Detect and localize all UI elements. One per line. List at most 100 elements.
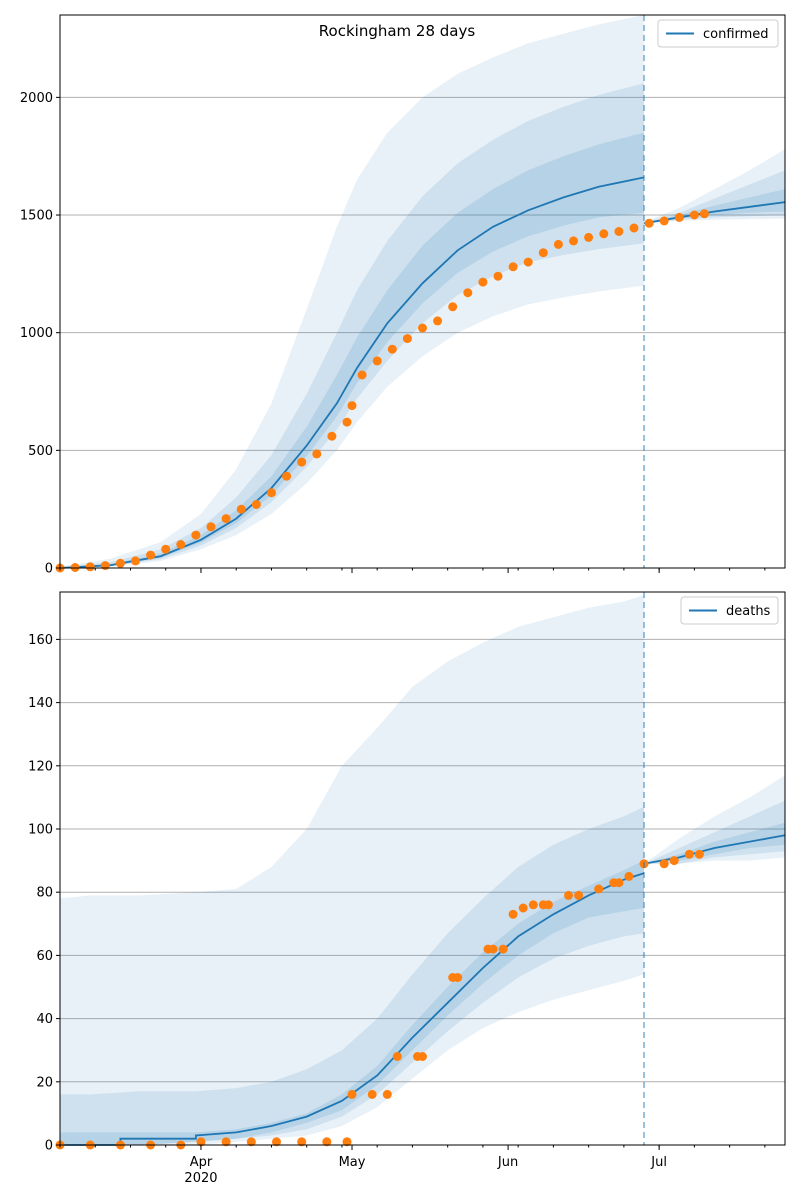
observed-point xyxy=(392,1052,402,1061)
observed-point xyxy=(518,903,528,913)
observed-point xyxy=(453,973,463,982)
y-tick-label: 2000 xyxy=(20,91,53,106)
x-tick-label: Jun xyxy=(497,1155,518,1170)
observed-point xyxy=(433,316,443,326)
uncertainty-band-inner xyxy=(60,132,644,568)
confirmed-legend-label: confirmed xyxy=(703,27,769,42)
deaths-gridlines xyxy=(60,638,785,1083)
observed-point xyxy=(594,884,604,894)
observed-point xyxy=(246,1137,256,1147)
chart-title: Rockingham 28 days xyxy=(319,22,476,40)
observed-point xyxy=(312,449,322,459)
observed-point xyxy=(342,1137,352,1147)
y-tick-label: 140 xyxy=(28,696,53,711)
deaths-legend-box xyxy=(680,596,779,625)
observed-point xyxy=(694,849,704,859)
observed-point xyxy=(347,1089,357,1099)
observed-point xyxy=(684,849,694,859)
confirmed-legend-box xyxy=(657,19,779,48)
y-tick-label: 100 xyxy=(28,823,53,838)
observed-point xyxy=(402,334,412,344)
observed-point xyxy=(543,900,553,910)
observed-point xyxy=(387,344,397,354)
observed-point xyxy=(372,356,382,366)
forecast-band-middle xyxy=(644,170,785,224)
forecast-median-line xyxy=(643,834,786,865)
observed-point xyxy=(674,212,684,222)
confirmed-panel: 0 500 1000 1500 2000 Rockingham 28 days conf… xyxy=(20,14,786,577)
observed-point xyxy=(191,530,201,540)
observed-point xyxy=(463,288,473,298)
observed-point xyxy=(553,239,563,249)
y-tick-label: 0 xyxy=(45,562,53,577)
observed-point xyxy=(659,216,669,226)
y-tick-label: 500 xyxy=(28,444,53,459)
observed-point xyxy=(448,302,458,312)
observed-point xyxy=(488,944,498,954)
observed-point xyxy=(131,556,140,566)
deaths-uncertainty-bands xyxy=(60,595,785,1145)
observed-point xyxy=(297,1137,307,1147)
observed-point xyxy=(508,909,518,919)
observed-point xyxy=(267,488,276,498)
y-tick-label: 120 xyxy=(28,759,53,774)
observed-point xyxy=(251,500,261,509)
confirmed-y-ticks: 0 500 1000 1500 2000 xyxy=(20,91,60,577)
forecast-band-outer xyxy=(644,149,785,224)
y-tick-label: 60 xyxy=(36,949,53,964)
deaths-model-lines xyxy=(60,834,786,1146)
observed-point xyxy=(538,248,548,258)
uncertainty-band-middle xyxy=(60,83,644,568)
deaths-legend: deaths xyxy=(680,596,779,625)
observed-point xyxy=(196,1137,206,1147)
confirmed-gridlines xyxy=(60,96,785,451)
confirmed-axes-frame xyxy=(59,14,786,569)
y-tick-label: 0 xyxy=(45,1139,53,1154)
observed-point xyxy=(176,540,186,549)
observed-point xyxy=(493,271,503,281)
x-tick-label: May xyxy=(339,1155,366,1170)
observed-point xyxy=(297,457,307,467)
observed-point xyxy=(644,218,654,228)
observed-point xyxy=(342,417,352,427)
observed-point xyxy=(418,323,427,333)
observed-point xyxy=(523,257,533,267)
observed-point xyxy=(659,859,669,869)
x-tick-label: Jul xyxy=(650,1155,667,1170)
forecast-band-inner xyxy=(644,189,785,224)
y-tick-label: 1500 xyxy=(20,209,53,224)
observed-point xyxy=(508,262,518,272)
observed-point xyxy=(367,1089,377,1099)
observed-point xyxy=(272,1137,281,1147)
observed-point xyxy=(629,223,639,233)
observed-point xyxy=(347,401,357,411)
observed-point xyxy=(528,900,538,910)
observed-point xyxy=(85,562,95,572)
y-tick-label: 1000 xyxy=(20,326,53,341)
observed-point xyxy=(584,232,594,242)
observed-point xyxy=(669,856,679,866)
observed-point xyxy=(478,277,488,287)
observed-point xyxy=(614,878,624,888)
observed-point xyxy=(327,431,337,441)
observed-point xyxy=(569,236,578,246)
observed-point xyxy=(357,370,367,380)
observed-point xyxy=(564,890,573,900)
observed-point xyxy=(146,550,156,560)
y-tick-label: 160 xyxy=(28,633,53,648)
forecast-band-inner xyxy=(644,822,785,864)
confirmed-legend: confirmed xyxy=(657,19,779,48)
observed-point xyxy=(382,1089,392,1099)
x-tick-label: Apr xyxy=(190,1155,213,1170)
model-median-line xyxy=(59,176,645,569)
uncertainty-band-outer xyxy=(60,595,644,1145)
observed-point xyxy=(624,871,634,881)
y-tick-label: 40 xyxy=(36,1012,53,1027)
observed-point xyxy=(161,544,171,554)
uncertainty-band-outer xyxy=(60,15,644,568)
uncertainty-band-middle xyxy=(60,806,644,1145)
forecast-band-middle xyxy=(644,800,785,864)
